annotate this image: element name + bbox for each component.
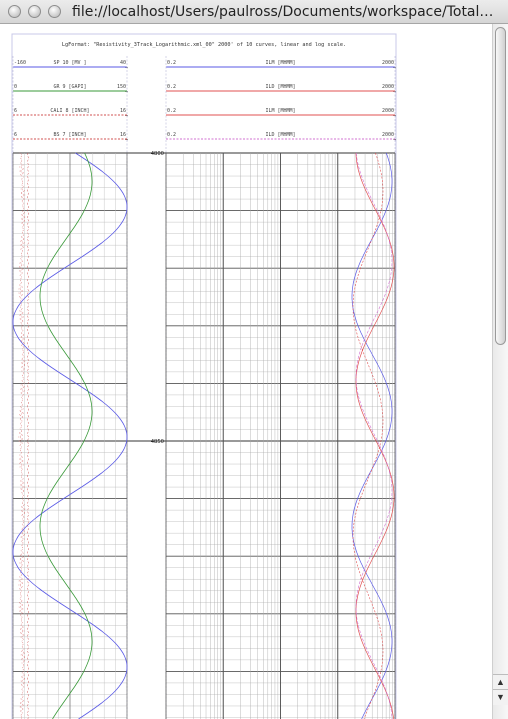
scroll-thumb[interactable] [495, 27, 506, 345]
header-arrow-icon: → [393, 89, 396, 95]
header-arrow-icon: → [125, 113, 128, 119]
header-arrow-icon: → [393, 65, 396, 71]
curve-bs [27, 152, 29, 719]
depth-label: 4850 [151, 439, 164, 445]
header-curve-name: SP 10 [MV ] [53, 60, 86, 66]
header-left-value: 0 [14, 84, 17, 90]
header-right-value: 2000 [382, 60, 394, 66]
header-curve-name: ILD [MHMM] [265, 84, 295, 90]
header-arrow-icon: → [125, 65, 128, 71]
header-curve-name: ILM [MHMM] [265, 108, 295, 114]
curve-ild-red [355, 152, 395, 719]
curve-cali [18, 152, 26, 719]
window-titlebar: file://localhost/Users/paulross/Document… [0, 0, 508, 24]
depth-label: 4800 [151, 151, 164, 157]
close-window-button[interactable] [8, 5, 21, 18]
scroll-up-arrow-icon[interactable]: ▲ [493, 674, 508, 690]
depth-grid [12, 152, 396, 719]
well-log-plot: LgFormat: "Resistivity_3Track_Logarithmi… [11, 33, 397, 719]
header-left-value: -160 [14, 60, 26, 66]
curve-ilm-blue [351, 152, 393, 719]
curve-gr [39, 152, 93, 719]
plot-page-border [11, 33, 397, 719]
header-arrow-icon: → [393, 137, 396, 143]
header-left-value: 6 [14, 108, 17, 114]
header-left-value: 0.2 [167, 108, 176, 114]
minimize-window-button[interactable] [28, 5, 41, 18]
zoom-window-button[interactable] [48, 5, 61, 18]
curve-ild-magenta [355, 152, 393, 719]
header-right-value: 16 [120, 132, 126, 138]
header-right-value: 150 [117, 84, 126, 90]
scroll-down-arrow-icon[interactable]: ▼ [493, 689, 508, 705]
header-left-value: 0.2 [167, 132, 176, 138]
header-right-value: 2000 [382, 84, 394, 90]
window-title: file://localhost/Users/paulross/Document… [72, 4, 502, 20]
header-arrow-icon: → [393, 113, 396, 119]
page-viewport[interactable]: LgFormat: "Resistivity_3Track_Logarithmi… [0, 24, 492, 719]
header-left-value: 0.2 [167, 60, 176, 66]
header-right-value: 16 [120, 108, 126, 114]
plot-title: LgFormat: "Resistivity_3Track_Logarithmi… [62, 42, 346, 48]
header-right-value: 40 [120, 60, 126, 66]
curve-sp [12, 152, 128, 719]
header-curve-name: BS 7 [INCH] [53, 132, 86, 138]
curve-ilm-red [352, 152, 384, 719]
header-curve-name: CALI 8 [INCH] [50, 108, 89, 114]
header-curve-name: ILD [MHMM] [265, 132, 295, 138]
header-curve-name: ILM [MHMM] [265, 60, 295, 66]
header-arrow-icon: → [125, 137, 128, 143]
header-left-value: 6 [14, 132, 17, 138]
header-left-value: 0.2 [167, 84, 176, 90]
header-right-value: 2000 [382, 132, 394, 138]
header-right-value: 2000 [382, 108, 394, 114]
vertical-scrollbar[interactable]: ▲ ▼ [492, 24, 508, 719]
header-arrow-icon: → [125, 89, 128, 95]
header-curve-name: GR 9 [GAPI] [53, 84, 86, 90]
